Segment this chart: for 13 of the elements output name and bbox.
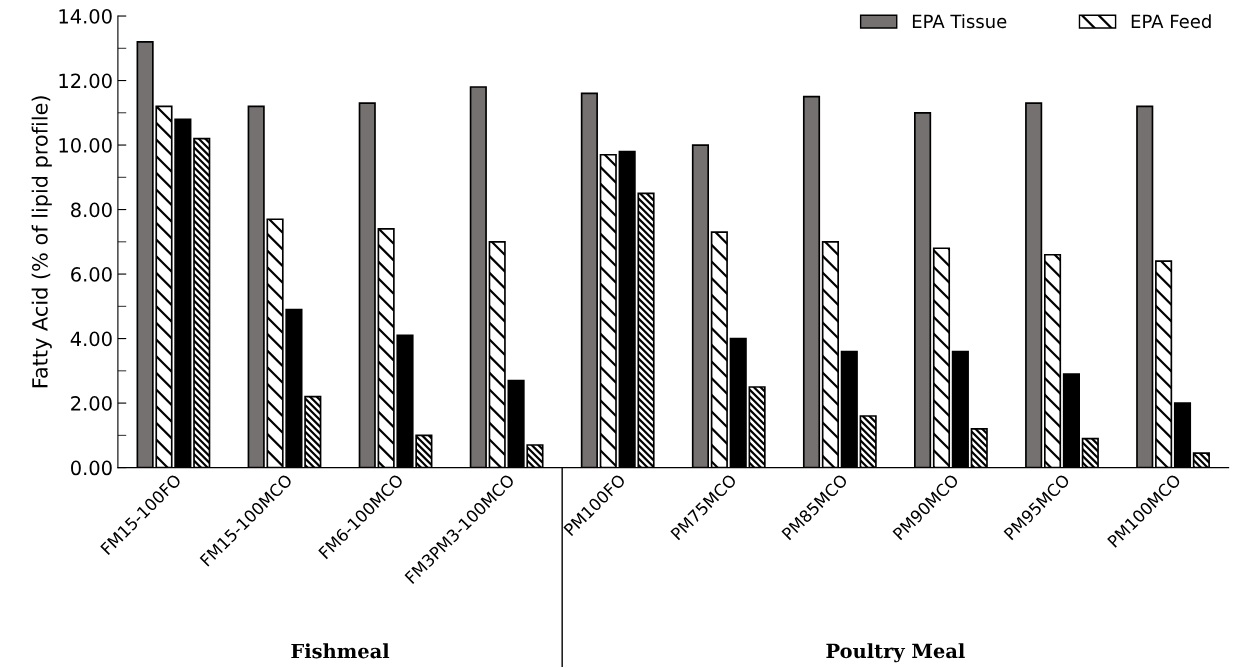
legend-label: EPA Tissue xyxy=(912,14,1007,29)
y-tick-label: 12.00 xyxy=(59,73,112,89)
y-tick-label: 4.00 xyxy=(70,331,112,347)
y-tick-label: 0.00 xyxy=(71,460,112,476)
y-tick-label: 2.00 xyxy=(71,396,112,411)
legend-label: EPA Feed xyxy=(1131,14,1211,29)
y-tick-label: 8.00 xyxy=(71,202,112,218)
text: Fishmeal xyxy=(291,643,390,659)
y-axis-title: Fatty Acid (% of lipid profile) xyxy=(31,96,52,388)
text: Poultry Meal xyxy=(826,643,965,663)
y-tick-label: 10.00 xyxy=(59,138,112,153)
y-tick-label: 6.00 xyxy=(71,267,112,282)
y-tick-label: 14.00 xyxy=(59,8,112,24)
